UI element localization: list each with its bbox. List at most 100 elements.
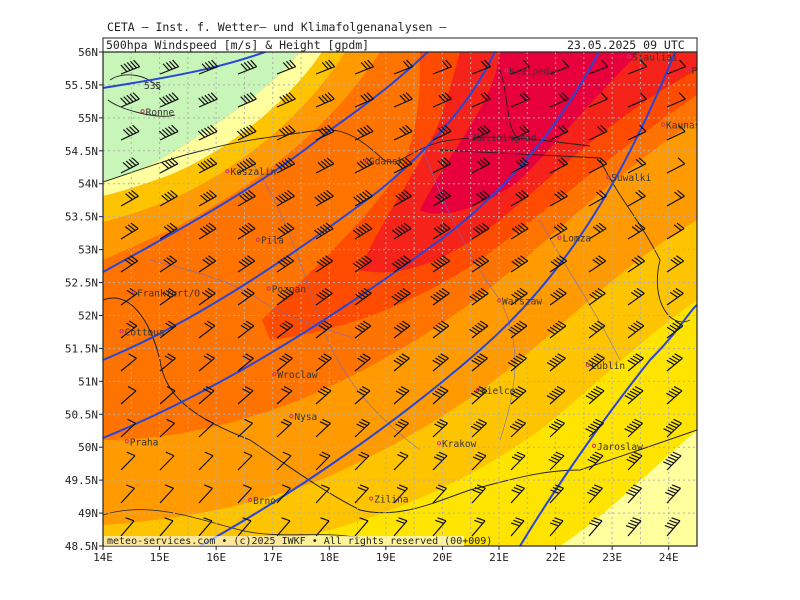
wind-barb — [393, 189, 412, 207]
wind-barb — [510, 386, 527, 405]
city-label: Suwalki — [611, 173, 651, 184]
wind-barb — [120, 386, 137, 405]
wind-barb — [510, 222, 529, 240]
city-label: Ronne — [146, 107, 175, 118]
city-label: Klaipeda — [509, 66, 555, 77]
wind-barb — [237, 386, 254, 405]
wind-barb — [627, 124, 647, 141]
wind-barb — [666, 386, 683, 405]
band-gold-nw — [103, 52, 345, 222]
wind-barb — [237, 484, 252, 504]
wind-barb — [276, 287, 294, 306]
wind-barb — [276, 92, 296, 108]
wind-barb — [432, 157, 452, 174]
wind-barb — [354, 451, 370, 471]
wind-barb — [549, 92, 569, 108]
wind-barb — [432, 418, 448, 438]
lat-tick-label: 53.5N — [65, 211, 98, 224]
lat-tick-label: 50.5N — [65, 408, 98, 421]
wind-barb — [587, 451, 604, 471]
city-label: Zilina — [374, 495, 408, 506]
wind-barb — [276, 418, 292, 438]
city-label: Panevezys — [692, 66, 743, 77]
city-marker — [132, 290, 137, 295]
wind-barb — [197, 157, 218, 174]
wind-barb — [354, 418, 370, 438]
wind-barb — [276, 353, 293, 372]
wind-barb — [354, 124, 374, 141]
wind-barb — [120, 517, 135, 537]
wind-barb — [120, 222, 139, 240]
wind-barb — [508, 320, 528, 339]
wind-barb — [588, 287, 606, 306]
height-contour-label: 535 — [144, 81, 161, 92]
wind-barb — [549, 124, 569, 141]
source-title: CETA – Inst. f. Wetter– und Klimafolgena… — [107, 20, 447, 34]
wind-barb — [627, 320, 645, 339]
wind-barb — [510, 124, 530, 141]
city-label: Praha — [130, 437, 159, 448]
wind-barb — [236, 124, 257, 141]
wind-barb — [549, 484, 564, 504]
city-marker — [363, 158, 369, 163]
wind-barb — [588, 124, 608, 141]
wind-barb — [393, 320, 411, 339]
wind-barb — [469, 287, 489, 306]
city-label: Kaliningrad — [474, 133, 537, 144]
lat-tick-label: 56N — [78, 46, 98, 59]
wind-barb — [666, 59, 687, 75]
plot-area: Siauliai Panevezys Klaipeda Kaunas Ronne Kali… — [103, 52, 743, 546]
wind-barb — [354, 92, 374, 108]
wind-barb — [549, 157, 569, 174]
wind-barb — [546, 386, 566, 405]
footer-bg — [104, 536, 464, 546]
wind-barb — [159, 287, 177, 306]
wind-barb — [198, 255, 217, 273]
wind-barb — [627, 255, 646, 273]
city-label: Pila — [261, 236, 284, 247]
city-marker — [140, 109, 145, 114]
wind-barb — [198, 517, 213, 537]
wind-barb — [237, 353, 254, 372]
wind-barb — [120, 484, 135, 504]
wind-barb — [666, 287, 684, 306]
wind-barb — [666, 320, 684, 339]
wind-barb — [585, 386, 605, 405]
wind-barb — [276, 484, 291, 504]
wind-barb — [237, 255, 256, 273]
wind-barb — [471, 92, 491, 108]
band-lightgreen — [103, 52, 300, 182]
wind-barb — [510, 484, 525, 504]
lat-tick-label: 49N — [78, 507, 98, 520]
wind-barb — [393, 386, 410, 405]
wind-barb — [627, 59, 648, 75]
lon-tick-label: 21E — [489, 551, 509, 564]
wind-barb — [663, 418, 682, 438]
wind-barb — [315, 255, 334, 273]
wind-barb — [276, 320, 294, 339]
city-marker — [289, 414, 294, 419]
lon-tick-label: 15E — [150, 551, 170, 564]
wind-barb — [120, 320, 138, 339]
wind-barb — [198, 484, 213, 504]
lon-tick-label: 18E — [319, 551, 339, 564]
axis-labels: 14E 15E 16E 17E 18E 19E 20E 21E 22E 23E 24E 48.5N 49… — [65, 46, 679, 564]
wind-barb — [354, 157, 374, 174]
wind-barb — [237, 92, 257, 108]
wind-barb — [624, 418, 643, 438]
city-label: Kaunas — [666, 120, 700, 131]
city-marker — [627, 54, 632, 59]
lon-tick-label: 14E — [93, 551, 113, 564]
wind-barb — [159, 92, 179, 108]
wind-barb — [198, 320, 216, 339]
wind-barb — [626, 451, 643, 471]
city-marker — [225, 169, 230, 174]
wind-barb — [120, 124, 140, 141]
lat-tick-label: 53N — [78, 244, 98, 257]
wind-barb — [393, 484, 408, 504]
wind-barb — [432, 222, 451, 240]
wind-barb — [159, 157, 179, 174]
lon-tick-label: 20E — [432, 551, 452, 564]
city-marker — [475, 387, 481, 392]
